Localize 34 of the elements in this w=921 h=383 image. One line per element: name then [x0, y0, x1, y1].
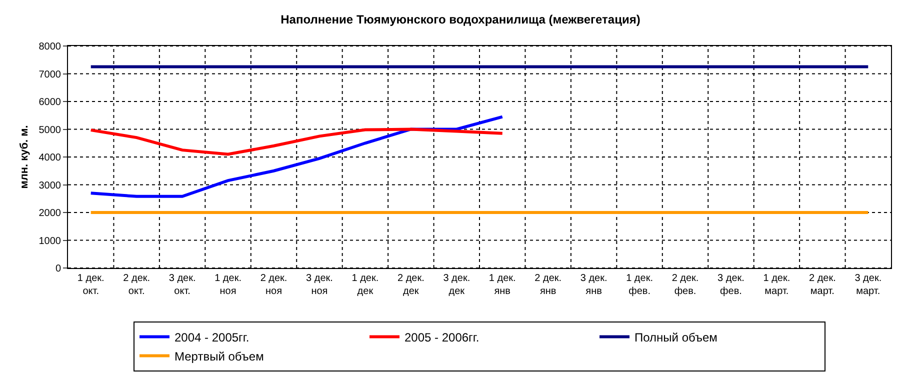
x-tick-label: 2 дек. фев. — [672, 273, 699, 297]
legend-label: 2004 - 2005гг. — [174, 330, 250, 344]
y-tick-label: 3000 — [38, 180, 62, 192]
legend-label: 2005 - 2006гг. — [404, 330, 480, 344]
line-series — [89, 128, 504, 156]
y-tick-label: 5000 — [38, 124, 62, 136]
y-tick-label: 7000 — [38, 69, 62, 80]
chart-title: Наполнение Тюямуюнского водохранилища (межвегетация) — [280, 12, 640, 27]
y-tick-label: 2000 — [38, 208, 62, 219]
x-tick-label: 2 дек. ноя — [260, 273, 288, 297]
y-axis-title: млн. куб. м. — [18, 125, 30, 189]
x-tick-label: 3 дек. окт. — [168, 273, 196, 297]
x-tick-label: 2 дек. окт. — [123, 273, 150, 297]
legend-label: Мертвый объем — [174, 349, 264, 364]
x-tick-label: 1 дек. дек — [352, 273, 379, 297]
x-tick-label: 2 дек. дек — [397, 273, 424, 297]
x-tick-label: 3 дек. март. — [854, 273, 882, 297]
y-tick-label: 8000 — [38, 42, 62, 52]
x-tick-label: 1 дек. фев. — [626, 273, 653, 297]
y-tick-label: 6000 — [38, 97, 62, 108]
x-tick-label: 3 дек. фев. — [718, 273, 744, 297]
legend-label: Полный объем — [634, 330, 718, 344]
x-tick-label: 3 дек. дек — [443, 273, 470, 297]
x-tick-label: 2 дек. март. — [808, 273, 836, 297]
x-tick-label: 2 дек. янв — [534, 273, 562, 297]
x-tick-label: 1 дек. март. — [763, 273, 790, 297]
y-tick-label: 0 — [55, 264, 62, 274]
y-tick-label: 1000 — [38, 236, 62, 247]
x-tick-label: 3 дек. ноя — [306, 273, 333, 297]
x-tick-label: 1 дек. ноя — [214, 273, 242, 297]
x-tick-label: 3 дек. янв — [580, 273, 608, 297]
x-tick-label: 1 дек. окт. — [77, 273, 104, 297]
y-tick-label: 4000 — [38, 152, 62, 164]
x-tick-label: 1 дек. янв — [488, 273, 516, 297]
